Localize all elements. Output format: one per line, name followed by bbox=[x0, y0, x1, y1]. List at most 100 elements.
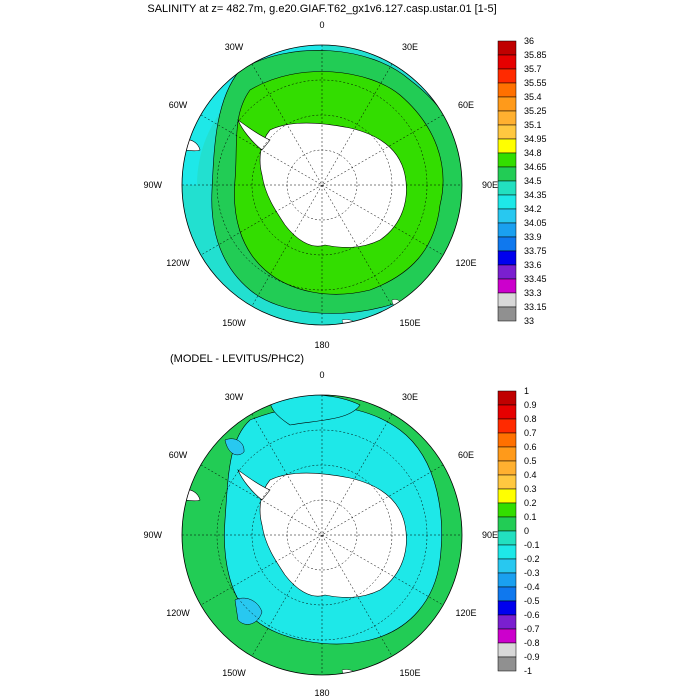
lon-label-120e: 120E bbox=[455, 608, 476, 618]
colorbar-swatch bbox=[497, 250, 517, 266]
lon-label-30e: 30E bbox=[402, 392, 418, 402]
lon-label-30e: 30E bbox=[402, 42, 418, 52]
colorbar-label: 33.3 bbox=[524, 288, 542, 298]
colorbar-label: 35.25 bbox=[524, 106, 547, 116]
colorbar-label: 0.6 bbox=[524, 442, 537, 452]
colorbar-label: -0.7 bbox=[524, 624, 540, 634]
lon-label-150e: 150E bbox=[399, 668, 420, 678]
colorbar-label: 34.35 bbox=[524, 190, 547, 200]
colorbar-label: 34.8 bbox=[524, 148, 542, 158]
map-boundary bbox=[181, 44, 463, 326]
lon-label-60e: 60E bbox=[458, 450, 474, 460]
colorbar-swatch bbox=[497, 152, 517, 168]
colorbar-label: 33.15 bbox=[524, 302, 547, 312]
colorbar-label: 33.75 bbox=[524, 246, 547, 256]
antarctica bbox=[259, 122, 407, 248]
colorbar-label: 0.7 bbox=[524, 428, 537, 438]
colorbar-label: -0.2 bbox=[524, 554, 540, 564]
colorbar-label: 34.95 bbox=[524, 134, 547, 144]
colorbar-swatch bbox=[497, 292, 517, 308]
colorbar-swatch bbox=[497, 82, 517, 98]
colorbar-swatch bbox=[497, 110, 517, 126]
colorbar-label: 1 bbox=[524, 386, 529, 396]
graticule bbox=[182, 45, 462, 325]
colorbar-swatch bbox=[497, 124, 517, 140]
colorbar-label: 0.2 bbox=[524, 498, 537, 508]
colorbar-label: 35.1 bbox=[524, 120, 542, 130]
lon-label-90w: 90W bbox=[143, 180, 162, 190]
colorbar-swatch bbox=[497, 264, 517, 280]
longitude-labels: 0 30E 60E 90E 120E 150E 180 150W 120W 90… bbox=[143, 20, 498, 350]
colorbar-swatch bbox=[497, 432, 517, 448]
lon-label-180: 180 bbox=[314, 688, 329, 698]
colorbar-swatch bbox=[497, 586, 517, 602]
lon-label-60e: 60E bbox=[458, 100, 474, 110]
colorbar-label: 0.5 bbox=[524, 456, 537, 466]
colorbar-label: -0.1 bbox=[524, 540, 540, 550]
colorbar-swatch bbox=[497, 54, 517, 70]
polar-map bbox=[182, 45, 462, 325]
lon-label-180: 180 bbox=[314, 340, 329, 350]
lon-label-30w: 30W bbox=[225, 392, 244, 402]
lon-label-30w: 30W bbox=[225, 42, 244, 52]
lon-label-150w: 150W bbox=[222, 318, 246, 328]
colorbar: 1 0.9 0.8 0.7 0.6 0.5 0.4 0.3 0.2 0.1 0 -0.1 -0.2 -0.… bbox=[497, 386, 540, 676]
colorbar-label: 0 bbox=[524, 526, 529, 536]
colorbar-label: 33.9 bbox=[524, 232, 542, 242]
lon-label-90e: 90E bbox=[482, 180, 498, 190]
colorbar-swatch bbox=[497, 222, 517, 238]
salinity-map-panel: SALINITY at z= 482.7m, g.e20.GIAF.T62_gx… bbox=[143, 3, 546, 350]
colorbar-swatch bbox=[497, 236, 517, 252]
colorbar-label: 33.45 bbox=[524, 274, 547, 284]
colorbar-swatch bbox=[497, 656, 517, 672]
colorbar-swatch bbox=[497, 502, 517, 518]
colorbar-label: -0.9 bbox=[524, 652, 540, 662]
antarctic-peninsula bbox=[237, 469, 271, 501]
antarctic-peninsula bbox=[237, 119, 271, 151]
colorbar-label: -1 bbox=[524, 666, 532, 676]
colorbar-label: 34.65 bbox=[524, 162, 547, 172]
colorbar-label: 0.3 bbox=[524, 484, 537, 494]
colorbar-swatch bbox=[497, 40, 517, 56]
lon-label-150w: 150W bbox=[222, 668, 246, 678]
colorbar-swatch bbox=[497, 474, 517, 490]
colorbar-swatch bbox=[497, 628, 517, 644]
colorbar-swatch bbox=[497, 600, 517, 616]
colorbar-swatch bbox=[497, 642, 517, 658]
colorbar-swatch bbox=[497, 418, 517, 434]
colorbar-swatch bbox=[497, 446, 517, 462]
colorbar-swatch bbox=[497, 544, 517, 560]
colorbar-label: 36 bbox=[524, 36, 534, 46]
colorbar-label: 33.6 bbox=[524, 260, 542, 270]
colorbar-swatch bbox=[497, 460, 517, 476]
colorbar-label: 0.4 bbox=[524, 470, 537, 480]
panel-title: SALINITY at z= 482.7m, g.e20.GIAF.T62_gx… bbox=[147, 3, 496, 15]
colorbar-label: -0.3 bbox=[524, 568, 540, 578]
colorbar-swatch bbox=[497, 68, 517, 84]
lon-label-90w: 90W bbox=[143, 530, 162, 540]
colorbar-label: -0.8 bbox=[524, 638, 540, 648]
anomaly-contour-neg bbox=[224, 438, 245, 456]
colorbar-label: 33 bbox=[524, 316, 534, 326]
colorbar-swatch bbox=[497, 306, 517, 322]
colorbar-swatch bbox=[497, 558, 517, 574]
colorbar-label: 35.4 bbox=[524, 92, 542, 102]
difference-map-panel: (MODEL - LEVITUS/PHC2) bbox=[143, 353, 539, 698]
map-boundary bbox=[181, 394, 463, 676]
lon-label-120e: 120E bbox=[455, 258, 476, 268]
colorbar-swatch bbox=[497, 278, 517, 294]
colorbar-label: 34.05 bbox=[524, 218, 547, 228]
colorbar-swatch bbox=[497, 404, 517, 420]
lon-label-0: 0 bbox=[319, 20, 324, 30]
colorbar-swatch bbox=[497, 180, 517, 196]
colorbar-swatch bbox=[497, 208, 517, 224]
lon-label-0: 0 bbox=[319, 370, 324, 380]
colorbar-label: 0.9 bbox=[524, 400, 537, 410]
colorbar-swatch bbox=[497, 614, 517, 630]
lon-label-120w: 120W bbox=[166, 608, 190, 618]
anomaly-contour-0 bbox=[269, 395, 361, 426]
colorbar-label: 0.8 bbox=[524, 414, 537, 424]
lon-label-60w: 60W bbox=[169, 100, 188, 110]
colorbar-swatch bbox=[497, 530, 517, 546]
antarctica bbox=[259, 472, 407, 598]
